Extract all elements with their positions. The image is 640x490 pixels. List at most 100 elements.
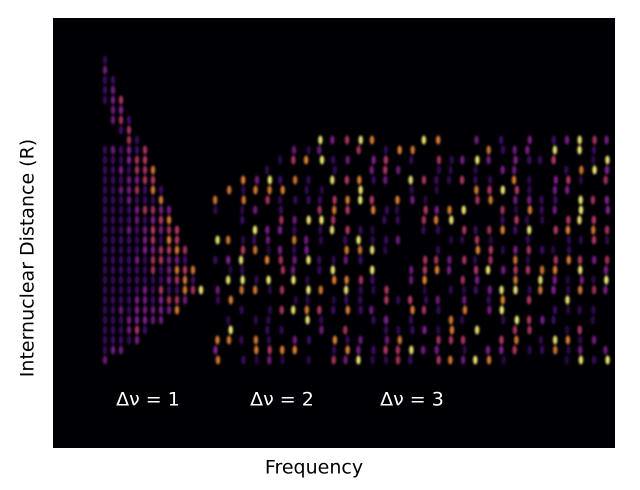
heat-blob [292, 235, 297, 245]
heat-blob [198, 285, 204, 295]
heat-blob [118, 105, 124, 115]
heat-blob [118, 175, 124, 185]
heat-blob [150, 255, 156, 265]
heat-blob [166, 205, 172, 215]
heat-blob [565, 275, 570, 285]
annotation: Δν = 1 [116, 389, 180, 411]
heat-blob [150, 225, 156, 235]
heat-blob [395, 355, 401, 365]
heat-blob [150, 175, 156, 185]
heat-blob [540, 215, 545, 225]
heat-blob [486, 355, 492, 365]
heat-blob [134, 305, 140, 315]
heat-blob [409, 185, 414, 195]
heat-blob [345, 305, 351, 315]
heat-blob [254, 345, 259, 355]
heat-blob [110, 295, 116, 305]
heat-blob [158, 215, 164, 225]
heat-blob [212, 195, 218, 205]
heat-blob [102, 145, 108, 155]
heat-blob [383, 175, 388, 185]
heat-blob [174, 245, 180, 255]
heat-blob [410, 145, 415, 155]
heat-blob [304, 305, 310, 315]
heat-blob [539, 265, 545, 275]
heat-blob [253, 315, 258, 325]
heat-blob [110, 175, 116, 185]
heat-blob [319, 155, 325, 165]
heat-blob [102, 85, 108, 95]
heat-blob [134, 275, 140, 285]
heat-blob [488, 195, 493, 205]
heat-blob [605, 205, 611, 215]
heat-blob [265, 235, 271, 245]
heat-blob [383, 325, 389, 335]
heat-blob [371, 315, 376, 325]
heat-blob [253, 185, 258, 195]
heat-blob [278, 175, 283, 185]
heat-blob [537, 155, 543, 165]
heat-blob [158, 245, 164, 255]
heat-blob [345, 345, 350, 355]
heat-blob [142, 325, 148, 335]
heat-blob [551, 285, 556, 295]
heat-blob [102, 355, 108, 365]
heat-blob [383, 145, 388, 155]
heat-blob [408, 175, 413, 185]
heat-blob [512, 325, 518, 335]
heat-blob [293, 195, 298, 205]
heat-blob [397, 145, 402, 155]
heat-blob [150, 295, 156, 305]
heat-blob [190, 275, 196, 285]
heat-blob [590, 195, 596, 205]
heat-blob [434, 255, 439, 265]
heat-blob [267, 345, 272, 355]
heat-blob [158, 195, 164, 205]
heat-blob [473, 225, 478, 235]
heat-blob [343, 325, 348, 335]
heat-blob [174, 255, 180, 265]
heat-blob [434, 185, 439, 195]
heat-blob [448, 355, 453, 365]
heat-blob [552, 185, 558, 195]
heat-blob [578, 205, 584, 215]
heat-blob [591, 225, 596, 235]
heat-blob [329, 225, 335, 235]
heat-blob [158, 255, 164, 265]
heat-blob [318, 315, 324, 325]
heat-blob [126, 315, 132, 325]
heat-blob [174, 305, 180, 315]
heat-blob [264, 255, 270, 265]
heat-blob [577, 285, 583, 295]
heat-blob [565, 305, 571, 315]
heat-blob [318, 225, 323, 235]
heat-blob [408, 275, 414, 285]
heat-blob [460, 155, 465, 165]
heat-blob [330, 135, 335, 145]
heat-blob [174, 275, 180, 285]
heat-blob [253, 245, 258, 255]
heat-blob [118, 265, 124, 275]
heat-blob [118, 245, 124, 255]
heat-blob [254, 175, 260, 185]
heat-blob [292, 225, 297, 235]
heat-blob [371, 175, 376, 185]
heat-blob [579, 165, 584, 175]
y-axis-label: Internuclear Distance (R) [17, 139, 39, 377]
heat-blob [126, 225, 132, 235]
heat-blob [174, 295, 180, 305]
heat-blob [358, 225, 363, 235]
heat-blob [126, 175, 132, 185]
heat-blob [578, 195, 583, 205]
heat-blob [317, 145, 322, 155]
heat-blob [421, 305, 427, 315]
heat-blob [182, 285, 188, 295]
heat-blob [240, 215, 245, 225]
heat-blob [513, 225, 518, 235]
heat-blob [345, 155, 350, 165]
heat-blob [448, 235, 454, 245]
heat-blob [305, 295, 310, 305]
heat-blob [436, 165, 442, 175]
heat-blob [434, 205, 439, 215]
